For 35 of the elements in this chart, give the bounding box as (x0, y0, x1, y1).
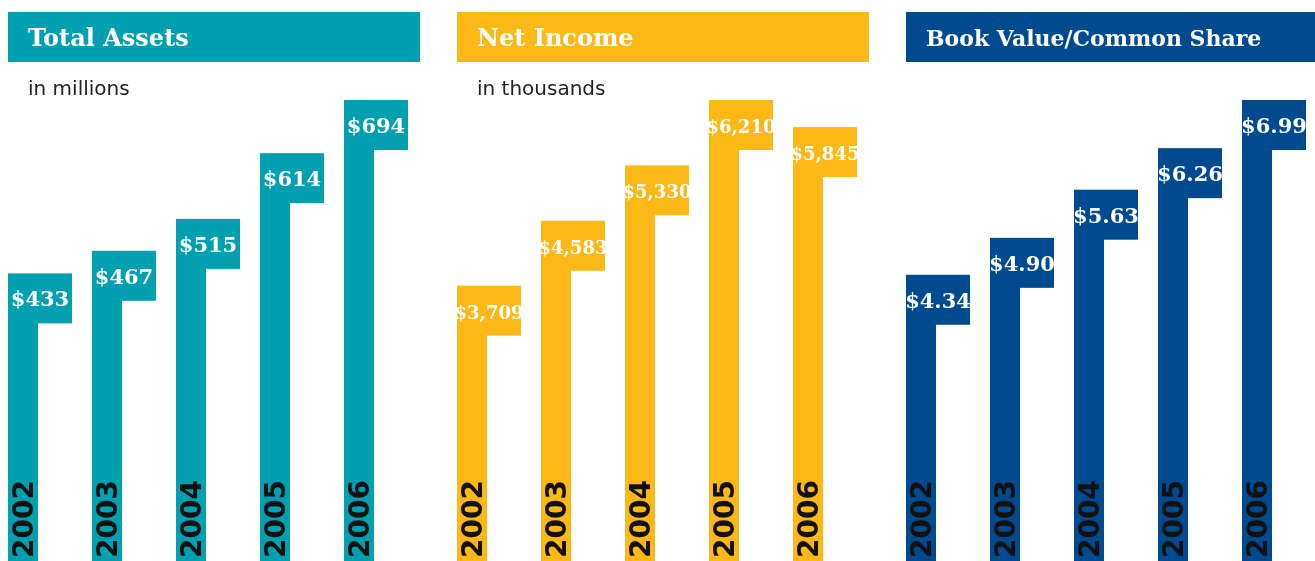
data-label: $6,210 (706, 116, 776, 137)
x-tick-label: 2005 (708, 480, 741, 558)
x-tick-label: 2002 (456, 480, 489, 558)
chart-subtitle: in thousands (477, 76, 606, 100)
data-label: $467 (94, 263, 154, 289)
x-tick-label: 2006 (792, 480, 825, 558)
x-tick-label: 2006 (1241, 480, 1274, 558)
data-label: $4.90 (989, 250, 1055, 276)
data-label: $6.99 (1241, 113, 1307, 138)
x-tick-label: 2005 (259, 480, 292, 558)
x-tick-label: 2004 (175, 480, 208, 558)
chart-subtitle: in millions (28, 76, 130, 100)
data-label: $433 (10, 286, 70, 312)
data-label: $4.34 (905, 287, 971, 313)
data-label: $515 (178, 231, 238, 257)
data-label: $3,709 (454, 301, 524, 323)
chart-title: Total Assets (28, 23, 189, 52)
x-tick-label: 2004 (624, 480, 657, 558)
x-tick-label: 2003 (91, 480, 124, 558)
x-tick-label: 2002 (905, 480, 938, 558)
data-label: $694 (346, 113, 406, 138)
data-label: $4,583 (538, 236, 608, 258)
chart-title: Net Income (477, 23, 634, 52)
data-label: $5,330 (622, 181, 692, 203)
data-label: $6.26 (1157, 161, 1223, 187)
chart-title: Book Value/Common Share (926, 25, 1262, 51)
data-label: $5.63 (1073, 202, 1139, 228)
x-tick-label: 2003 (989, 480, 1022, 558)
data-label: $5,845 (790, 143, 860, 165)
data-label: $614 (262, 166, 322, 192)
x-tick-label: 2002 (7, 480, 40, 558)
x-tick-label: 2003 (540, 480, 573, 558)
x-tick-label: 2006 (343, 480, 376, 558)
x-tick-label: 2004 (1073, 480, 1106, 558)
x-tick-label: 2005 (1157, 480, 1190, 558)
